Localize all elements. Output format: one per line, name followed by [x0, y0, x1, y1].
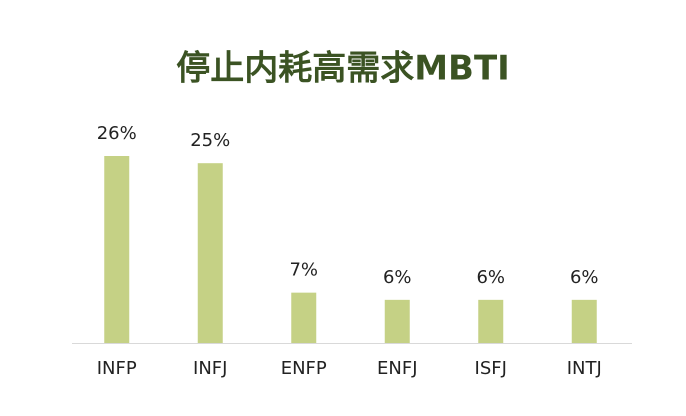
bar	[291, 292, 317, 343]
bar	[384, 299, 410, 343]
chart-title: 停止内耗高需求MBTI	[176, 49, 510, 89]
value-label: 25%	[190, 130, 230, 151]
value-label: 6%	[383, 267, 412, 288]
x-tick-label: ENFJ	[377, 358, 418, 379]
x-tick-label: INFP	[97, 358, 137, 379]
x-tick-label: ENFP	[281, 358, 327, 379]
bar	[197, 163, 223, 343]
x-tick-label: INFJ	[193, 358, 227, 379]
value-label: 26%	[97, 123, 137, 144]
value-label: 7%	[289, 260, 318, 281]
x-tick-label: ISFJ	[475, 358, 507, 379]
value-label: 6%	[570, 267, 599, 288]
value-label: 6%	[476, 267, 505, 288]
x-tick-label: INTJ	[567, 358, 602, 379]
bar	[571, 299, 597, 343]
bar	[478, 299, 504, 343]
bar	[104, 156, 130, 343]
